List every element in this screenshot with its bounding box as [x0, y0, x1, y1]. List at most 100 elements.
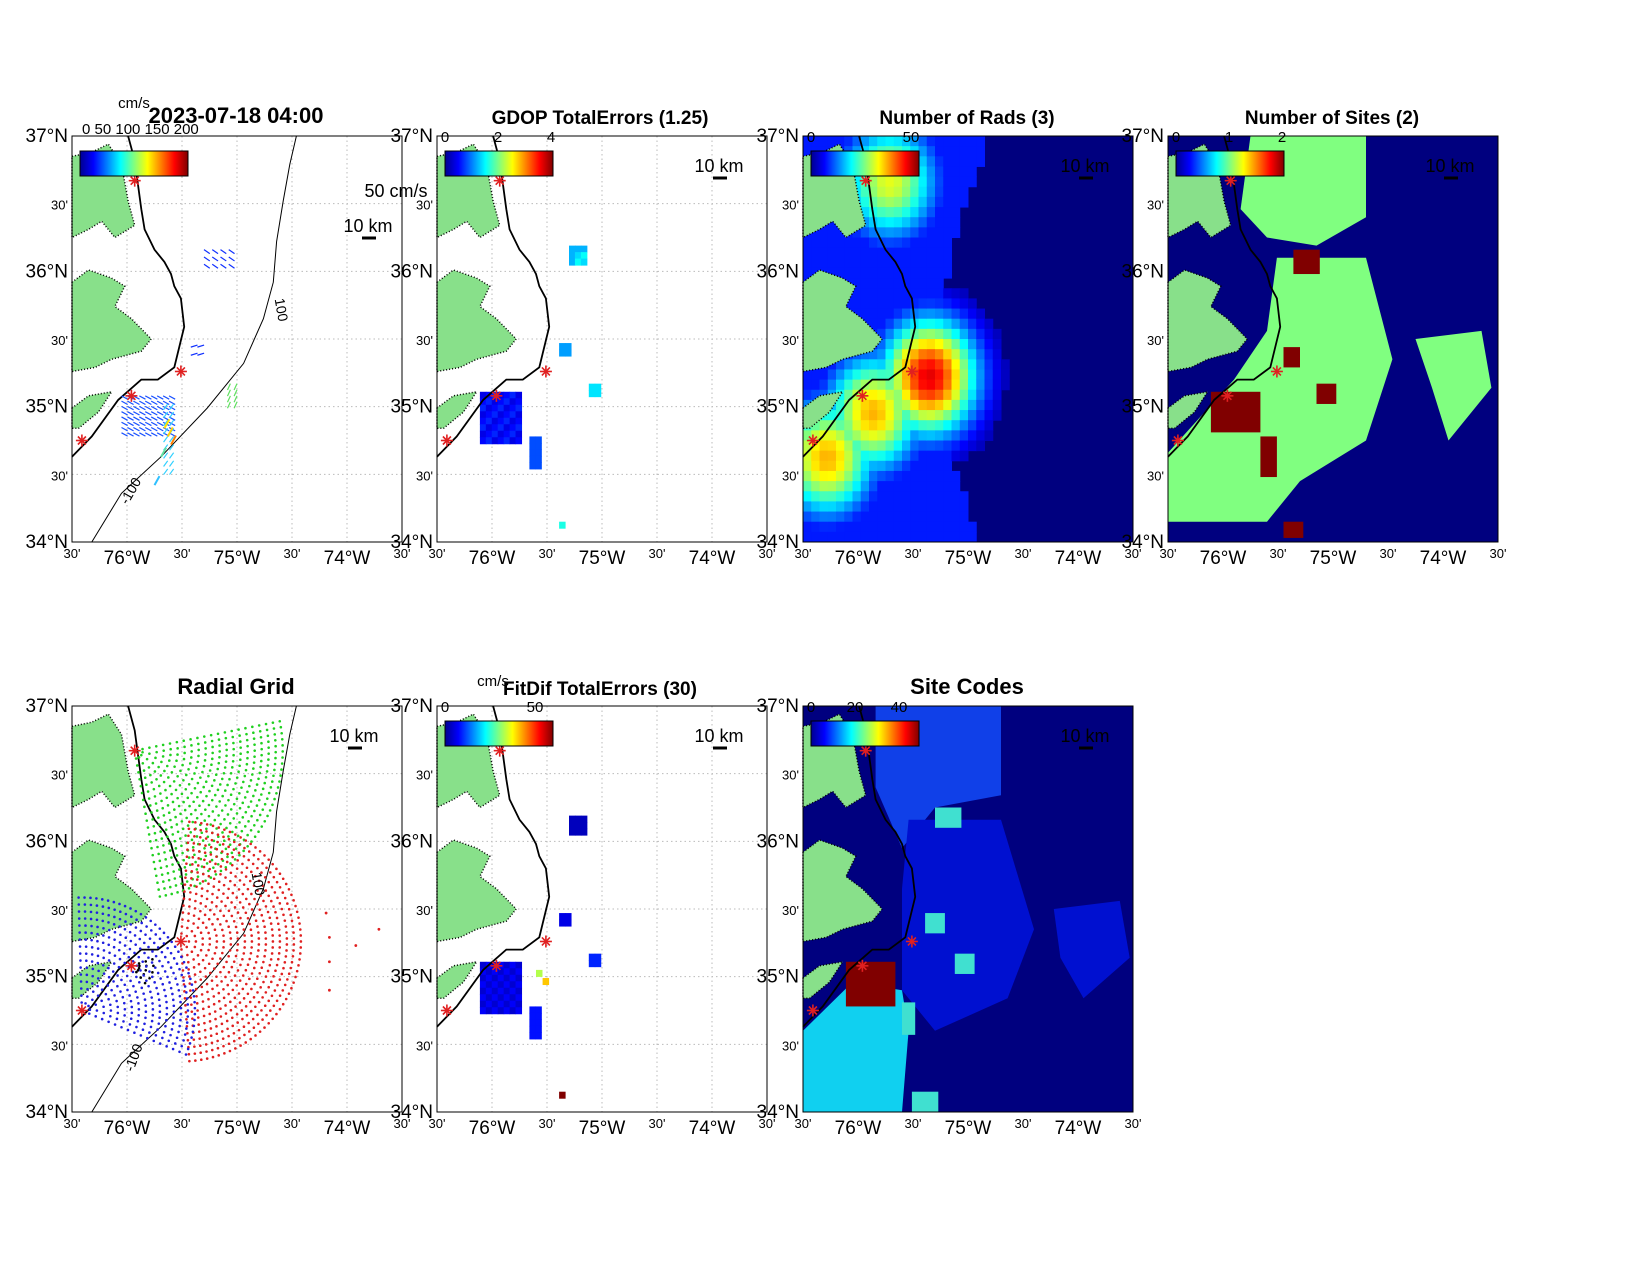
current-vector: [228, 256, 235, 262]
radial-grid-point: [282, 913, 285, 917]
current-vector: [139, 395, 146, 400]
radial-grid-point: [259, 765, 262, 769]
radial-grid-point: [115, 999, 118, 1003]
radial-grid-point: [224, 1004, 227, 1007]
radial-grid-point: [235, 867, 239, 870]
radial-grid-point: [286, 978, 289, 981]
radial-grid-point: [254, 960, 258, 964]
radial-grid-point: [292, 937, 296, 940]
radial-grid-point: [84, 952, 88, 955]
radial-grid-point: [256, 977, 259, 981]
radial-grid-point: [148, 1031, 151, 1034]
radial-grid-point: [224, 760, 228, 763]
rads-count-cell: [819, 247, 829, 259]
current-vector: [169, 403, 175, 410]
latitude-tick-label: 30': [782, 903, 799, 918]
radial-grid-point: [244, 982, 248, 986]
rads-count-cell: [860, 349, 870, 360]
longitude-tick-label: 30': [905, 546, 922, 561]
radial-grid-point: [157, 852, 160, 856]
rads-count-cell: [935, 267, 944, 279]
radial-grid-point: [224, 868, 228, 871]
radial-grid-point: [223, 1052, 226, 1055]
radial-grid-point: [154, 838, 158, 842]
radial-grid-point: [107, 913, 110, 917]
radial-grid-point: [180, 792, 184, 796]
radial-grid-point: [235, 931, 239, 934]
radial-grid-point: [224, 1012, 228, 1015]
rads-count-cell: [836, 267, 845, 279]
current-vector: [162, 400, 170, 406]
radial-grid-point: [217, 814, 220, 817]
radial-grid-point: [129, 999, 133, 1003]
radial-grid-point: [193, 853, 196, 857]
radial-grid-point: [190, 750, 193, 753]
radial-grid-point: [272, 975, 275, 978]
radial-grid-point: [135, 764, 139, 767]
radial-grid-point: [170, 770, 174, 774]
radial-grid-point: [248, 784, 251, 788]
site-mark-stroke: [1226, 176, 1236, 186]
rads-count-cell: [885, 389, 895, 401]
rads-count-cell: [910, 247, 919, 259]
radial-grid-point: [78, 952, 82, 955]
radial-grid-point: [171, 800, 175, 804]
radial-grid-point: [219, 923, 222, 926]
radial-grid-point: [104, 992, 108, 996]
current-vector: [169, 452, 175, 459]
radial-grid-point: [283, 896, 287, 900]
rads-count-cell: [935, 328, 944, 340]
gdop-error-cell: [503, 398, 511, 406]
radial-grid-point: [162, 1030, 166, 1034]
rads-count-cell: [910, 186, 919, 198]
rads-count-cell: [951, 481, 961, 492]
gdop-error-cell: [491, 398, 499, 406]
radial-grid-point: [234, 954, 238, 958]
radial-grid-point: [291, 955, 295, 958]
land-mass: [436, 960, 479, 1000]
radial-grid-point: [230, 901, 233, 904]
radial-grid-point: [186, 848, 189, 852]
rads-count-cell: [844, 460, 853, 472]
radial-grid-point: [211, 751, 214, 755]
radial-grid-point: [237, 992, 241, 995]
radial-grid-point: [232, 802, 236, 806]
radial-grid-point: [294, 975, 297, 979]
radial-grid-point: [133, 1031, 136, 1034]
rads-count-cell: [902, 339, 911, 350]
radial-grid-point: [198, 1037, 201, 1040]
radial-grid-point: [180, 925, 184, 928]
radial-grid-point: [278, 780, 281, 783]
rads-count-cell: [893, 470, 903, 482]
radial-grid-point: [230, 863, 234, 867]
gdop-error-cell: [535, 442, 542, 450]
rads-count-cell: [877, 217, 886, 228]
rads-count-cell: [860, 217, 870, 228]
coastline: [436, 705, 551, 1028]
radial-grid-point: [205, 897, 209, 901]
radial-grid-point: [182, 897, 186, 900]
site-mark-stroke: [907, 366, 917, 377]
radar-site-marker: [859, 174, 872, 187]
radial-grid-point: [227, 992, 230, 996]
rads-count-cell: [918, 501, 928, 513]
rads-count-cell: [877, 257, 886, 269]
radar-site-marker: [905, 935, 918, 948]
latitude-tick-label: 34°N: [391, 532, 433, 553]
radial-grid-point: [107, 1020, 110, 1024]
rads-count-cell: [877, 531, 886, 543]
rads-count-cell: [910, 176, 919, 188]
latitude-tick-label: 35°N: [757, 397, 799, 418]
current-vector: [133, 416, 140, 421]
radial-grid-point: [200, 887, 204, 890]
rads-count-cell: [869, 491, 878, 502]
radial-grid-point: [207, 874, 211, 878]
radial-grid-point: [230, 965, 234, 969]
radial-grid-point: [157, 765, 160, 769]
radial-grid-point: [78, 938, 82, 941]
rads-count-cell: [869, 379, 878, 391]
rads-count-cell: [935, 227, 944, 238]
rads-count-cell: [827, 531, 837, 543]
current-vector: [163, 436, 169, 443]
radial-grid-point: [231, 760, 235, 763]
